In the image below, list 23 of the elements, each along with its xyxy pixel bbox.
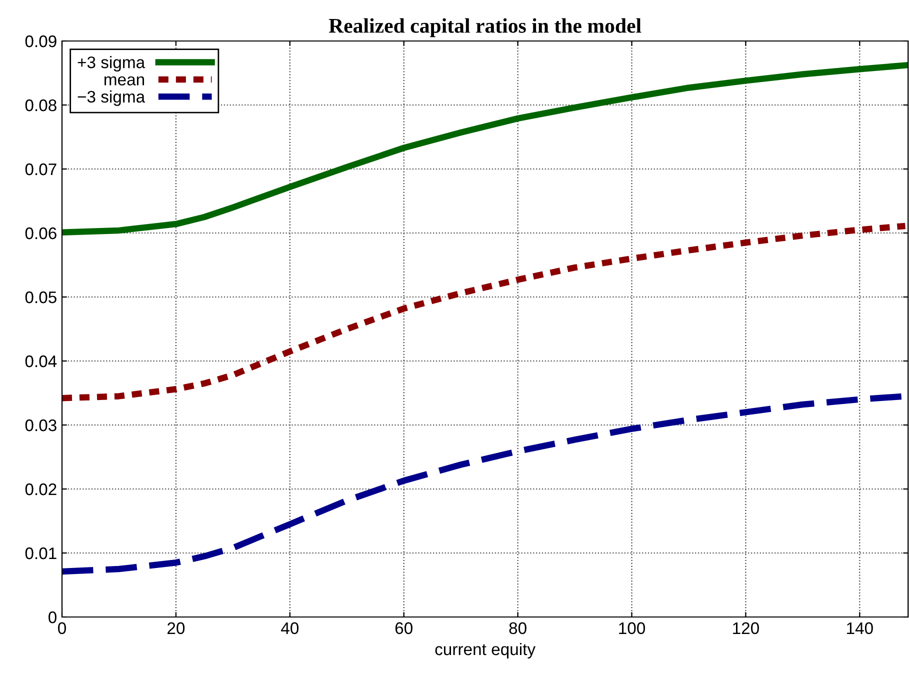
y-tick-label: 0.09 — [25, 35, 56, 48]
legend-label: +3 sigma — [78, 56, 146, 72]
legend-label: −3 sigma — [78, 90, 146, 106]
legend-label: mean — [104, 76, 144, 86]
y-tick-label: 0.04 — [25, 355, 57, 368]
x-tick-label: 20 — [168, 622, 185, 634]
y-tick-label: 0.05 — [25, 291, 56, 304]
y-tick-label: 0 — [48, 611, 56, 624]
y-tick-label: 0.03 — [25, 419, 56, 432]
x-tick-label: 100 — [619, 622, 646, 634]
chart-title: Realized capital ratios in the model — [328, 18, 642, 38]
x-tick-label: 140 — [847, 622, 873, 634]
x-axis-title: current equity — [435, 642, 536, 658]
y-tick-label: 0.02 — [25, 483, 56, 496]
x-tick-label: 80 — [509, 622, 526, 634]
y-tick-label: 0.08 — [25, 99, 56, 112]
x-tick-label: 0 — [58, 622, 66, 634]
x-tick-label: 120 — [733, 622, 759, 634]
y-tick-label: 0.07 — [25, 163, 56, 176]
y-tick-label: 0.01 — [25, 547, 56, 560]
x-tick-label: 40 — [281, 622, 299, 634]
y-tick-label: 0.06 — [25, 227, 56, 240]
x-tick-label: 60 — [395, 622, 412, 634]
